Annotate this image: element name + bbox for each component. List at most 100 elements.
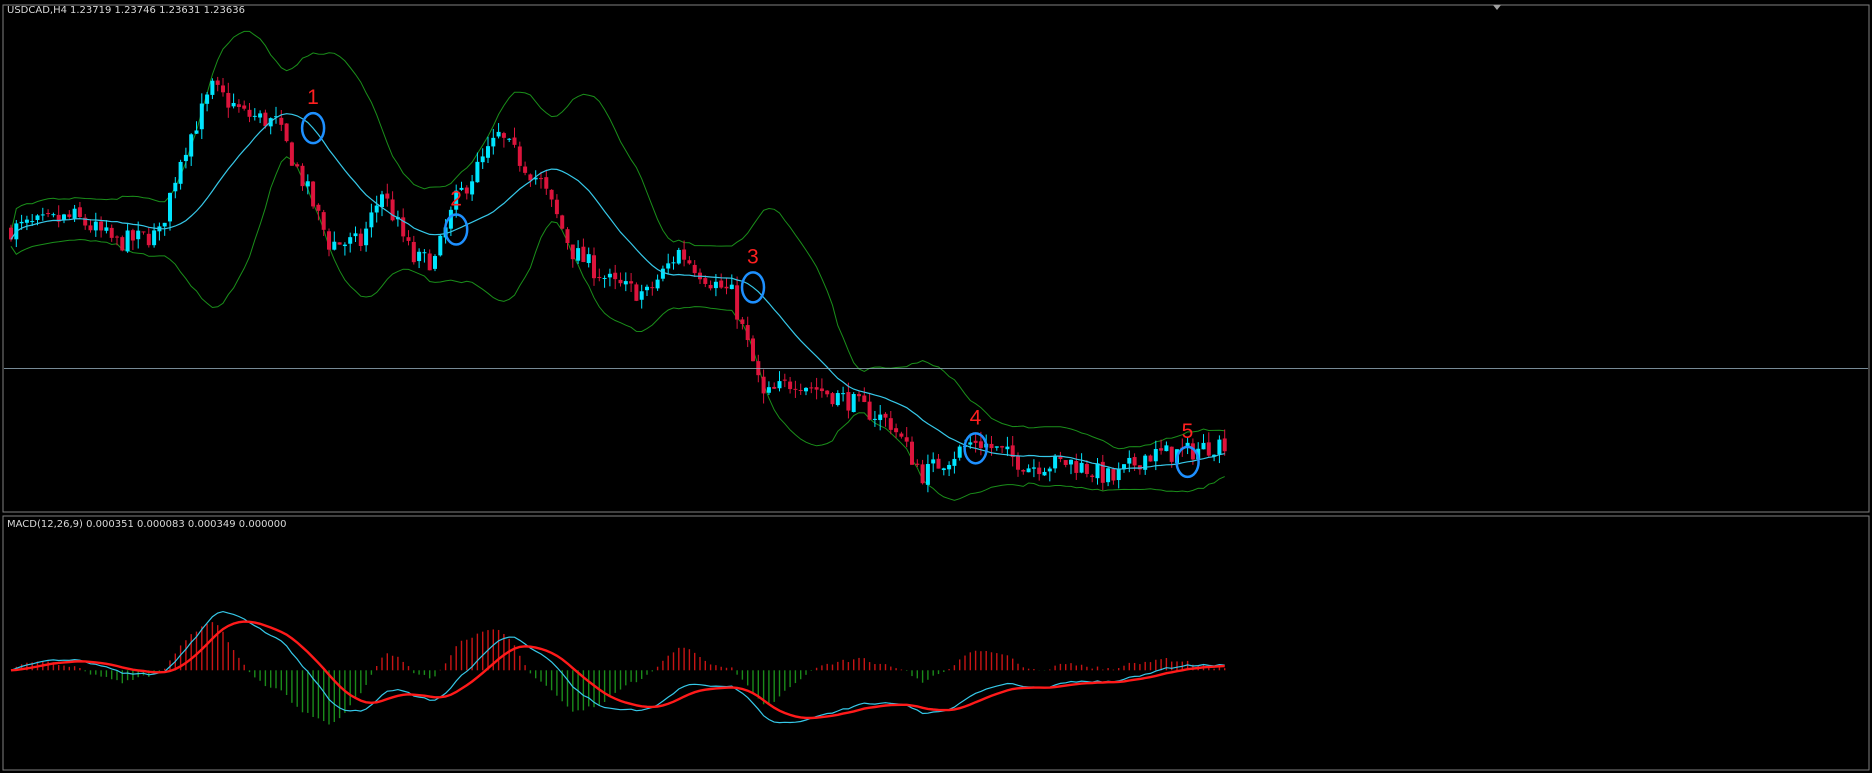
candle	[205, 91, 210, 112]
candle-body	[162, 222, 167, 227]
candle-body	[125, 230, 130, 252]
candle	[798, 383, 803, 395]
candle	[464, 185, 469, 200]
candle	[666, 253, 671, 275]
candle	[867, 393, 872, 421]
candle	[539, 171, 543, 189]
candle	[247, 103, 252, 123]
candle-body	[51, 214, 56, 216]
candle	[1042, 467, 1047, 476]
candle	[459, 181, 464, 191]
candle	[321, 209, 326, 237]
candle	[427, 249, 432, 271]
candle	[655, 274, 660, 291]
candle-body	[1053, 455, 1058, 469]
candle	[486, 136, 490, 163]
candle-body	[819, 388, 824, 392]
candle-body	[613, 272, 618, 280]
candle-body	[231, 102, 236, 107]
candle	[438, 233, 443, 257]
candle-body	[242, 105, 247, 109]
candle-body	[978, 441, 983, 448]
candle	[289, 141, 294, 166]
candle-body	[342, 244, 347, 247]
candle-body	[141, 231, 146, 233]
candle-body	[676, 249, 681, 264]
candle-body	[910, 441, 914, 465]
candle-body	[46, 213, 51, 215]
candle-body	[9, 227, 13, 240]
candle	[236, 99, 241, 113]
candle	[629, 273, 634, 293]
candle-body	[560, 215, 565, 229]
candle	[99, 216, 104, 238]
candle-body	[814, 387, 819, 390]
candle	[316, 203, 321, 221]
candle-body	[1201, 442, 1206, 450]
candle	[342, 242, 347, 256]
candle	[676, 247, 681, 265]
candle-body	[639, 291, 644, 300]
candle	[1222, 429, 1227, 456]
candle-body	[411, 241, 416, 263]
candle	[592, 247, 596, 286]
candle	[93, 212, 98, 237]
candle-body	[374, 205, 379, 213]
candle	[189, 133, 194, 166]
candle-body	[1148, 455, 1153, 462]
candle	[745, 316, 750, 348]
candle-body	[454, 190, 459, 210]
candle-body	[1116, 469, 1121, 481]
candle-body	[1031, 467, 1036, 469]
candle	[19, 214, 24, 230]
annotation-3: 3	[740, 245, 766, 304]
candle	[263, 109, 268, 129]
shift-marker-icon[interactable]	[1493, 5, 1501, 10]
candle-body	[1206, 442, 1211, 456]
candle-body	[629, 281, 634, 284]
candle-body	[99, 221, 104, 231]
candle	[417, 248, 422, 269]
candle-body	[565, 229, 570, 243]
candle	[586, 247, 591, 268]
candle-body	[682, 249, 687, 260]
candle-body	[941, 468, 946, 471]
candle-body	[761, 376, 766, 394]
candle	[327, 228, 331, 257]
candle-body	[62, 214, 66, 221]
candle-body	[284, 123, 289, 142]
candle	[851, 392, 856, 413]
candle-body	[745, 325, 750, 341]
candle-body	[671, 262, 676, 264]
price-pane-frame	[2, 4, 1870, 513]
candle	[841, 386, 846, 402]
candle	[1047, 466, 1052, 482]
candle	[1084, 460, 1089, 478]
candle-body	[549, 189, 554, 200]
candle	[528, 173, 533, 187]
candle-body	[872, 418, 877, 420]
candle-body	[841, 393, 846, 395]
candle	[284, 123, 289, 143]
candle	[819, 378, 824, 398]
annotation-circle	[300, 111, 326, 145]
candle	[634, 282, 639, 302]
macd-line	[10, 610, 1225, 724]
candle	[925, 454, 930, 493]
candle	[337, 242, 342, 245]
candle	[348, 232, 353, 253]
annotation-1: 1	[300, 86, 326, 145]
candle	[130, 228, 135, 251]
candle-body	[713, 281, 718, 289]
candle	[1000, 445, 1005, 454]
candle	[390, 191, 395, 222]
candle-body	[146, 233, 151, 246]
candle	[1021, 469, 1026, 475]
candle	[242, 100, 247, 111]
candle-body	[1095, 463, 1100, 479]
candle	[883, 412, 888, 427]
candle-body	[67, 214, 72, 217]
candle-body	[358, 233, 363, 246]
candle-body	[311, 181, 316, 207]
